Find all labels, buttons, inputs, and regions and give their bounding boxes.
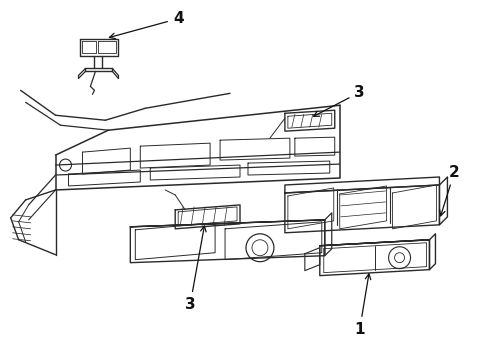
Text: 2: 2	[440, 165, 460, 216]
Text: 3: 3	[185, 226, 206, 312]
Text: 4: 4	[109, 11, 183, 39]
Text: 3: 3	[314, 85, 365, 116]
Text: 1: 1	[354, 274, 371, 337]
